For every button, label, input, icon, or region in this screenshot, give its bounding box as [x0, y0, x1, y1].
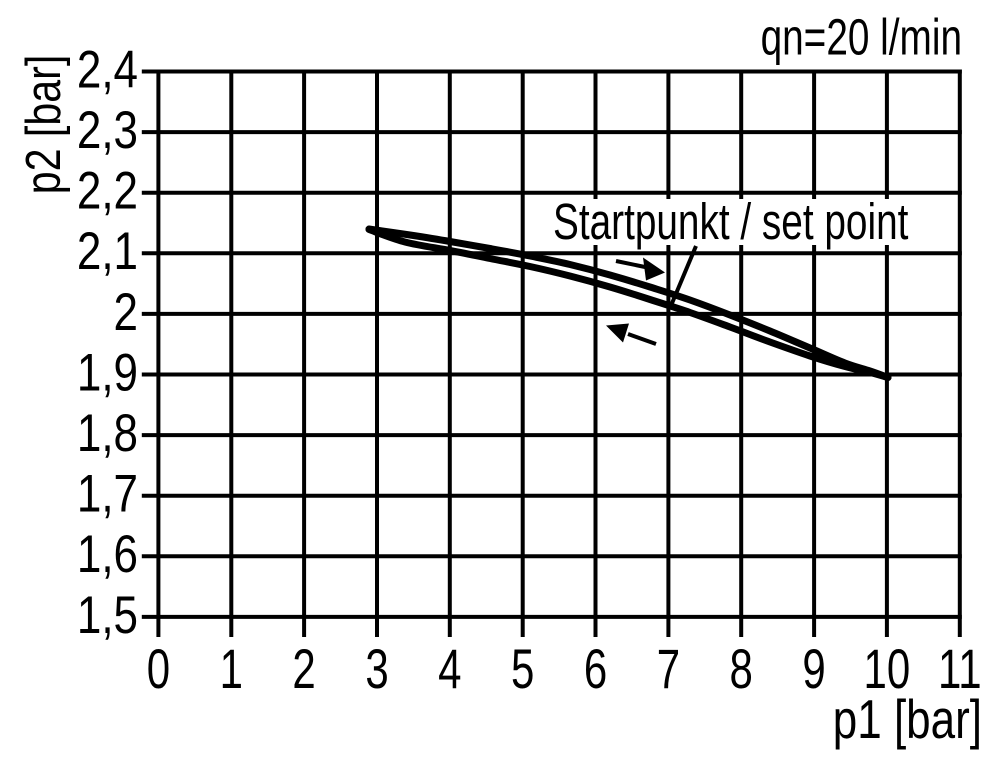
svg-text:qn=20 l/min: qn=20 l/min	[761, 8, 962, 65]
svg-text:9: 9	[802, 638, 825, 700]
svg-text:2,3: 2,3	[77, 101, 138, 160]
svg-text:2,2: 2,2	[77, 162, 138, 221]
svg-text:p1 [bar]: p1 [bar]	[833, 688, 982, 750]
svg-text:2: 2	[114, 283, 138, 342]
svg-text:1,5: 1,5	[77, 586, 138, 645]
svg-text:7: 7	[657, 638, 680, 700]
svg-text:4: 4	[438, 638, 461, 700]
svg-text:2: 2	[292, 638, 315, 700]
svg-text:10: 10	[864, 638, 911, 700]
svg-text:1,8: 1,8	[77, 404, 138, 463]
svg-text:2,1: 2,1	[77, 222, 138, 281]
svg-text:6: 6	[584, 638, 607, 700]
svg-text:3: 3	[365, 638, 388, 700]
svg-text:11: 11	[938, 638, 982, 700]
svg-text:p2 [bar]: p2 [bar]	[16, 55, 71, 195]
svg-text:5: 5	[511, 638, 534, 700]
svg-text:8: 8	[730, 638, 753, 700]
svg-text:2,4: 2,4	[77, 41, 138, 100]
svg-text:1,9: 1,9	[77, 344, 138, 403]
svg-text:0: 0	[147, 638, 170, 700]
svg-text:Startpunkt / set point: Startpunkt / set point	[553, 193, 909, 250]
svg-text:1,6: 1,6	[77, 525, 138, 584]
svg-text:1,7: 1,7	[77, 465, 138, 524]
svg-text:1: 1	[220, 638, 243, 700]
